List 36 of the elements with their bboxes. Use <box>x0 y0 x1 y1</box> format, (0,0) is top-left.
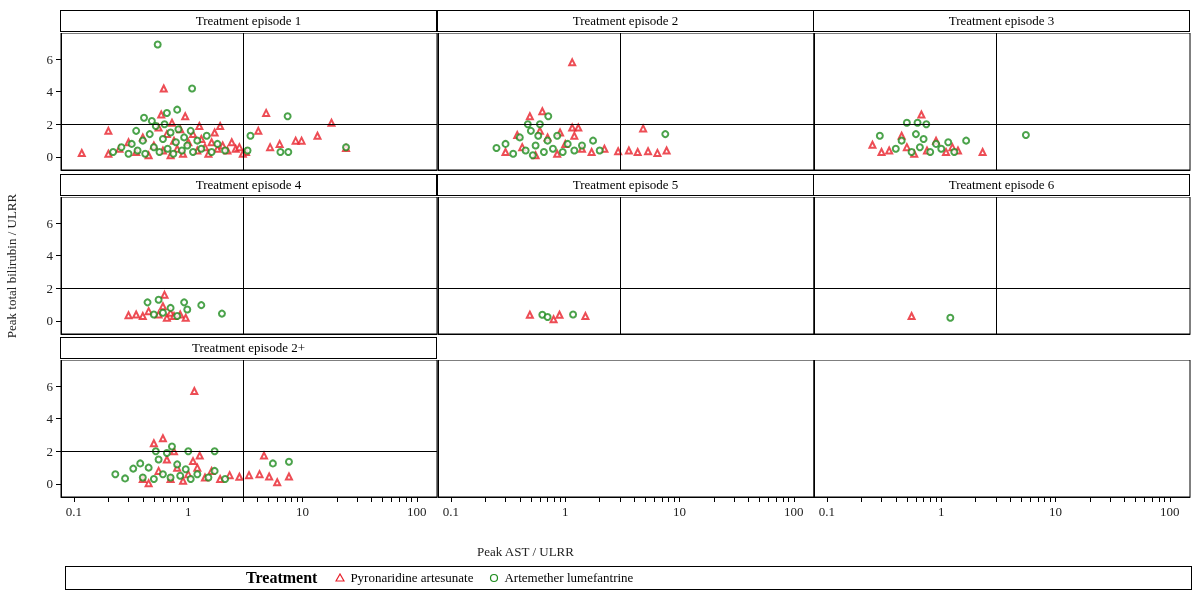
chart-title: Treatment episode 5 <box>437 174 814 196</box>
chart-title: Treatment episode 2 <box>437 10 814 32</box>
y-axis-title: Peak total bilirubin / ULRR <box>4 193 20 338</box>
x-tick-label: 10 <box>673 504 687 519</box>
legend-label: Pyronaridine artesunate <box>350 570 474 586</box>
x-tick-label: 0.1 <box>65 504 83 519</box>
x-tick-label: 0.1 <box>442 504 460 519</box>
y-tick-label: 4 <box>46 411 54 427</box>
y-tick-label: 6 <box>46 215 54 231</box>
x-tick-label: 100 <box>1160 504 1180 519</box>
x-axis-title: Peak AST / ULRR <box>477 544 574 560</box>
y-tick-label: 4 <box>46 248 54 264</box>
x-tick-label: 1 <box>185 504 192 519</box>
y-tick-label: 4 <box>46 84 54 100</box>
y-tick-label: 6 <box>46 51 54 67</box>
y-tick-label: 2 <box>46 116 53 132</box>
legend-label: Artemether lumefantrine <box>504 570 634 586</box>
x-tick-label: 10 <box>1049 504 1063 519</box>
chart-title: Treatment episode 2+ <box>60 337 437 359</box>
y-tick-label: 0 <box>46 149 53 165</box>
x-tick-label: 10 <box>296 504 310 519</box>
y-tick-label: 6 <box>46 378 54 394</box>
y-tick-label: 2 <box>46 443 53 459</box>
legend-title: Treatment <box>246 569 318 587</box>
chart-title: Treatment episode 1 <box>60 10 437 32</box>
x-tick-label: 100 <box>407 504 427 519</box>
x-tick-label: 0.1 <box>818 504 836 519</box>
chart-title: Treatment episode 4 <box>60 174 437 196</box>
y-tick-label: 2 <box>46 280 53 296</box>
y-tick-label: 0 <box>46 313 53 329</box>
x-tick-label: 1 <box>562 504 569 519</box>
x-tick-label: 1 <box>938 504 945 519</box>
chart-title: Treatment episode 3 <box>813 10 1190 32</box>
chart-title: Treatment episode 6 <box>813 174 1190 196</box>
x-tick-label: 100 <box>784 504 804 519</box>
y-tick-label: 0 <box>46 476 53 492</box>
